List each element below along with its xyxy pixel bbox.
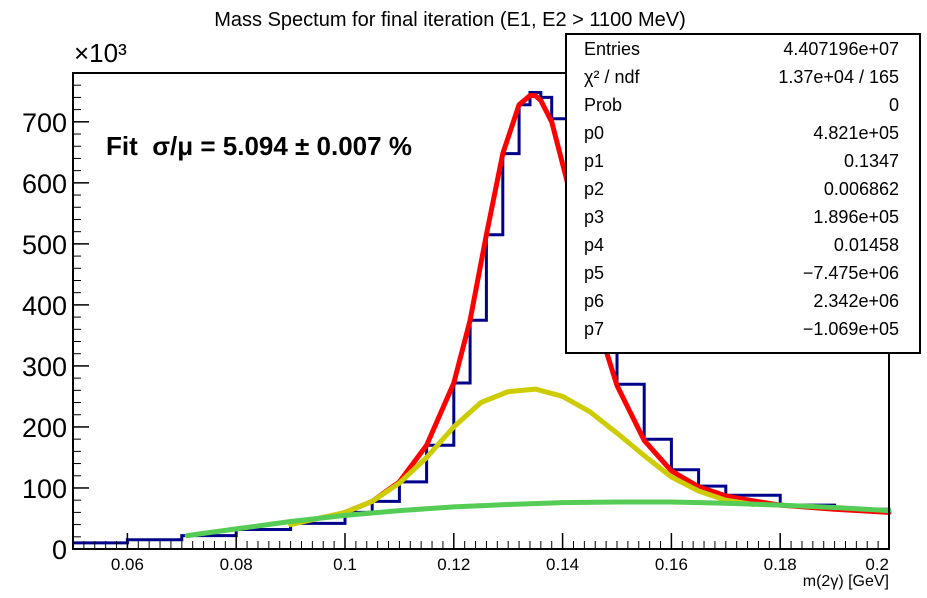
stats-row-label: Entries [584,39,640,59]
stats-row-value: −7.475e+06 [803,263,899,283]
stats-row-label: p5 [584,263,604,283]
stats-row-value: 0.1347 [844,151,899,171]
stats-box-frame [565,33,921,354]
stats-row-value: 0.006862 [824,179,899,199]
y-tick-label: 300 [22,352,67,382]
stats-row-value: 1.37e+04 / 165 [778,67,899,87]
axis-ticks: 0.06 0.08 0.1 0.12 0.14 0.16 0.18 0.2 0 100 200 300… [22,84,890,574]
stats-row-label: p1 [584,151,604,171]
y-tick-label: 0 [52,535,67,565]
stats-row-label: p7 [584,319,604,339]
series-background-fit-line [184,499,892,539]
stats-row-value: 2.342e+06 [813,291,899,311]
stats-row-value: 4.407196e+07 [783,39,899,59]
x-tick-label: 0.14 [546,555,579,574]
stats-row-value: 0.01458 [834,235,899,255]
fit-annotation: Fit σ/μ = 5.094 ± 0.007 % [106,131,412,161]
stats-row-label: p0 [584,123,604,143]
y-tick-label: 500 [22,230,67,260]
series-total-fit-line [342,93,892,515]
stats-row-label: p2 [584,179,604,199]
stats-row-label: p4 [584,235,604,255]
stats-row-value: −1.069e+05 [803,319,899,339]
x-tick-label: 0.12 [437,555,470,574]
stats-row-label: χ² / ndf [584,67,640,87]
x-tick-label: 0.18 [764,555,797,574]
x-tick-label: 0.2 [865,555,889,574]
chart-title: Mass Spectum for final iteration (E1, E2… [214,9,686,31]
y-tick-label: 200 [22,413,67,443]
stats-row-value: 4.821e+05 [813,123,899,143]
series-signal-fit-line [288,386,756,528]
stats-row-label: Prob [584,95,622,115]
y-tick-label: 600 [22,169,67,199]
y-tick-label: 700 [22,108,67,138]
y-tick-label: 100 [22,474,67,504]
x-tick-label: 0.1 [333,555,357,574]
y-tick-label: 400 [22,291,67,321]
x-tick-label: 0.08 [220,555,253,574]
stats-row-label: p6 [584,291,604,311]
stats-row-label: p3 [584,207,604,227]
stats-row-value: 0 [889,95,899,115]
plot-area [73,91,892,545]
x-tick-label: 0.06 [111,555,144,574]
x-axis-label: m(2γ) [GeV] [803,573,889,590]
stats-box: Entries 4.407196e+07 χ² / ndf 1.37e+04 / 16… [565,33,921,354]
y-multiplier-label: ×10³ [74,38,127,68]
x-tick-label: 0.16 [655,555,688,574]
stats-row-value: 1.896e+05 [813,207,899,227]
